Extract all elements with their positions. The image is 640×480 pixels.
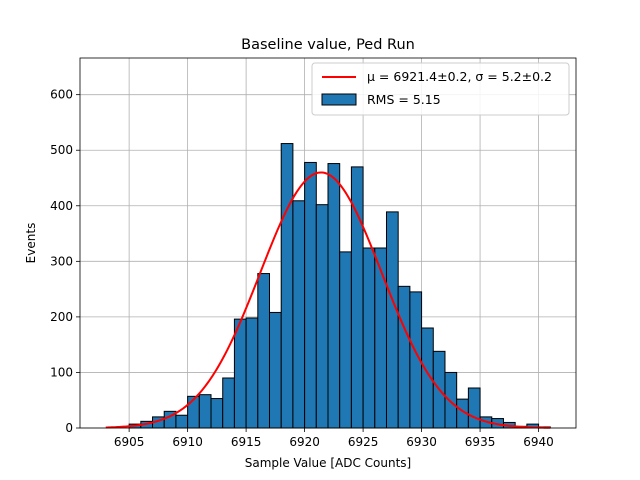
y-tick-label: 200 bbox=[50, 310, 73, 324]
legend-histogram-swatch bbox=[321, 93, 357, 106]
histogram-bar bbox=[198, 394, 212, 429]
histogram-bar bbox=[444, 371, 458, 429]
x-tick-label: 6905 bbox=[114, 435, 145, 449]
y-tick-label: 500 bbox=[50, 143, 73, 157]
y-tick-label: 400 bbox=[50, 199, 73, 213]
chart-title: Baseline value, Ped Run bbox=[241, 37, 415, 53]
histogram-bar bbox=[397, 285, 411, 429]
histogram-bar bbox=[339, 251, 352, 429]
histogram-bar bbox=[187, 395, 200, 429]
histogram-bar bbox=[374, 247, 387, 429]
x-tick-label: 6930 bbox=[406, 435, 437, 449]
histogram-bars bbox=[128, 143, 551, 429]
histogram-bar bbox=[362, 247, 376, 429]
legend-histogram-label: RMS = 5.15 bbox=[367, 92, 441, 107]
histogram-bar bbox=[175, 414, 189, 429]
x-tick-label: 6925 bbox=[348, 435, 379, 449]
y-tick-label: 0 bbox=[65, 421, 73, 435]
x-tick-label: 6940 bbox=[523, 435, 554, 449]
x-axis-ticks: 6905 6910 6915 6920 6925 6930 6935 6940 bbox=[114, 428, 554, 449]
y-axis-label: Events bbox=[24, 223, 38, 264]
histogram-bar bbox=[269, 311, 282, 429]
histogram-bar bbox=[467, 387, 481, 429]
histogram-bar bbox=[222, 377, 235, 429]
y-tick-label: 100 bbox=[50, 365, 73, 379]
histogram-bar bbox=[245, 317, 259, 429]
histogram-bar bbox=[280, 143, 294, 429]
plot-frame bbox=[79, 57, 577, 429]
y-tick-label: 300 bbox=[50, 254, 73, 268]
histogram-bar bbox=[233, 318, 247, 429]
histogram-bar bbox=[327, 163, 341, 429]
x-tick-label: 6920 bbox=[289, 435, 320, 449]
histogram-bar bbox=[304, 161, 317, 429]
y-axis-ticks: 0 100 200 300 400 500 600 bbox=[50, 88, 80, 435]
legend: μ = 6921.4±0.2, σ = 5.2±0.2 RMS = 5.15 bbox=[311, 62, 570, 116]
gaussian-fit-curve bbox=[105, 171, 551, 429]
x-axis-label: Sample Value [ADC Counts] bbox=[245, 456, 411, 470]
x-tick-label: 6915 bbox=[231, 435, 262, 449]
y-tick-label: 600 bbox=[50, 88, 73, 102]
x-tick-label: 6935 bbox=[465, 435, 496, 449]
legend-fit-label: μ = 6921.4±0.2, σ = 5.2±0.2 bbox=[367, 69, 552, 84]
histogram-bar bbox=[292, 200, 306, 429]
histogram-bar bbox=[210, 398, 224, 429]
histogram-bar bbox=[385, 211, 399, 429]
histogram-bar bbox=[315, 204, 329, 429]
histogram-bar bbox=[257, 273, 271, 429]
legend-box bbox=[311, 62, 570, 116]
x-tick-label: 6910 bbox=[172, 435, 203, 449]
